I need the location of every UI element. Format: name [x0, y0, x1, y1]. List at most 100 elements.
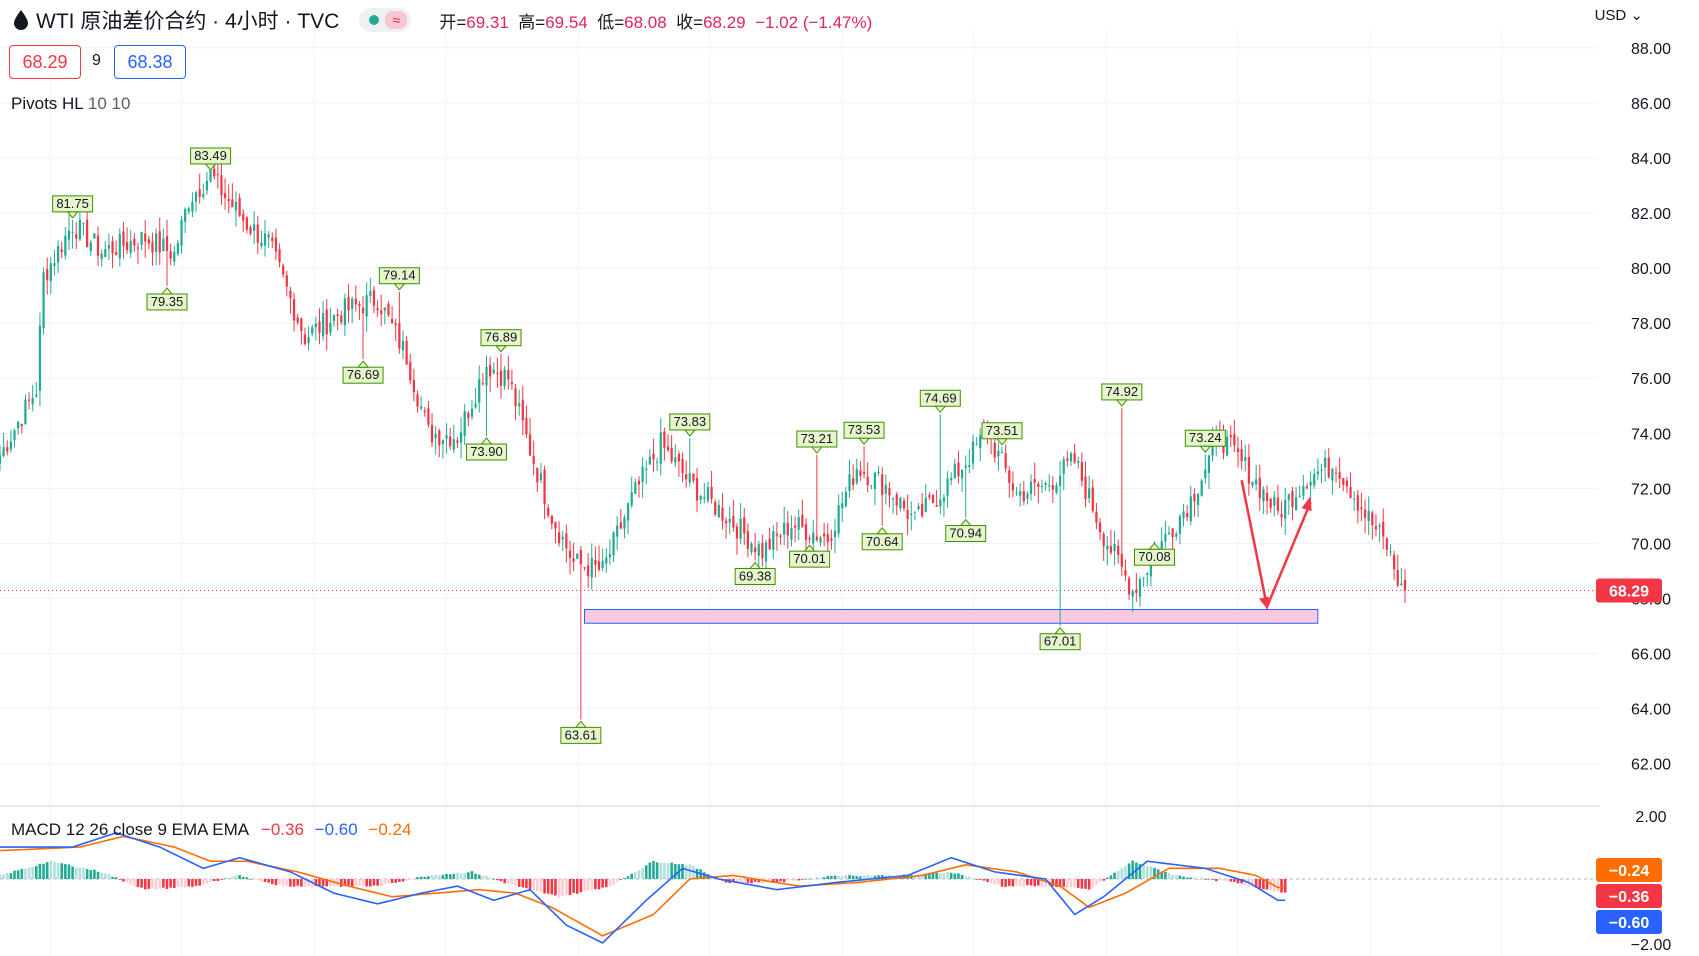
- macd-histogram-bar: [343, 879, 347, 886]
- macd-histogram-bar: [408, 879, 412, 880]
- candle-body: [797, 517, 800, 530]
- candle-body: [1193, 494, 1196, 502]
- macd-histogram-bar: [1011, 879, 1015, 887]
- macd-histogram-bar: [485, 876, 488, 879]
- candle-body: [481, 383, 484, 385]
- macd-histogram-bar: [474, 873, 477, 879]
- candle-body: [659, 432, 662, 464]
- macd-histogram-bar: [626, 876, 630, 879]
- candle-body: [249, 227, 252, 234]
- candle-body: [790, 527, 793, 540]
- candle-body: [1037, 483, 1040, 487]
- candle-body: [921, 503, 924, 517]
- grid: [0, 30, 1699, 956]
- macd-histogram-bar: [252, 879, 256, 880]
- macd-legend[interactable]: MACD 12 26 close 9 EMA EMA −0.36 −0.60 −…: [11, 820, 412, 839]
- macd-histogram-bar: [13, 870, 16, 879]
- candle-body: [71, 232, 74, 234]
- candle-body: [1182, 511, 1185, 519]
- sell-button[interactable]: 68.29: [9, 45, 81, 79]
- candle-body: [554, 522, 557, 529]
- macd-histogram-bar: [263, 879, 267, 882]
- candle-body: [735, 526, 739, 539]
- candle-body: [423, 410, 426, 413]
- macd-histogram-bar: [859, 876, 862, 879]
- candle-body: [1131, 591, 1134, 597]
- candle-body: [1048, 485, 1051, 487]
- candle-body: [478, 379, 481, 403]
- macd-histogram-bar: [191, 879, 194, 887]
- macd-histogram-bar: [641, 867, 644, 879]
- candle-body: [822, 533, 826, 537]
- macd-histogram-bar: [949, 872, 953, 879]
- candle-body: [772, 531, 775, 550]
- pivot-label-pointer: [683, 429, 696, 437]
- candle-body: [209, 169, 212, 181]
- macd-histogram-bar: [1069, 879, 1073, 888]
- macd-histogram-bar: [300, 879, 303, 887]
- macd-histogram-bar: [118, 879, 122, 880]
- candle-body: [703, 496, 706, 499]
- candle-body: [198, 189, 201, 197]
- candle-body: [223, 193, 227, 198]
- candle-body: [692, 473, 695, 481]
- macd-histogram-bar: [579, 879, 583, 893]
- candle-body: [140, 232, 143, 245]
- macd-histogram-bar: [136, 879, 140, 888]
- candle-body: [590, 557, 593, 578]
- macd-histogram-bar: [1004, 879, 1007, 887]
- macd-histogram-bar: [1109, 875, 1113, 879]
- macd-histogram-bar: [960, 874, 964, 879]
- candle-body: [946, 478, 949, 496]
- last-price-badge-text: 68.29: [1609, 583, 1649, 600]
- macd-histogram-bar: [100, 872, 103, 879]
- candle-body: [950, 477, 953, 481]
- forecast-arrow-layer: [1240, 479, 1312, 612]
- macd-histogram-bar: [169, 879, 172, 888]
- candle-body: [409, 362, 412, 381]
- buy-button[interactable]: 68.38: [114, 45, 186, 79]
- price-axis-tick: 66.00: [1631, 647, 1671, 664]
- macd-histogram-bar: [423, 876, 427, 879]
- macd-histogram-bar: [314, 879, 318, 886]
- candle-body: [401, 340, 405, 351]
- macd-histogram-bar: [499, 879, 503, 882]
- macd-histogram-bar: [750, 879, 753, 884]
- candle-body: [0, 455, 2, 464]
- symbol-title[interactable]: WTI 原油差价合约 · 4小时 · TVC: [36, 10, 340, 33]
- candle-body: [488, 364, 492, 377]
- candle-body: [1142, 577, 1145, 579]
- candle-body: [278, 249, 281, 263]
- pivot-label-text: 83.49: [194, 148, 227, 163]
- candle-body: [637, 480, 641, 485]
- macd-histogram-bar: [234, 875, 238, 879]
- candle-body: [525, 418, 528, 435]
- candle-body: [1324, 457, 1327, 468]
- macd-histogram-bar: [851, 875, 855, 879]
- candle-body: [184, 209, 187, 222]
- macd-histogram-bar: [198, 879, 201, 886]
- candle-body: [1073, 453, 1076, 463]
- candle-body: [547, 507, 550, 516]
- candle-body: [699, 495, 702, 500]
- macd-histogram-bar: [844, 874, 848, 879]
- macd-histogram-bar: [456, 872, 459, 879]
- candle-body: [263, 233, 267, 246]
- macd-histogram-bar: [928, 872, 931, 879]
- candle-body: [579, 550, 583, 565]
- candle-body: [314, 323, 317, 328]
- candle-body: [1265, 492, 1269, 501]
- pivots-legend[interactable]: Pivots HL 10 10: [11, 94, 131, 113]
- candle-body: [935, 505, 938, 507]
- candle-body: [1374, 526, 1378, 530]
- pivot-label-text: 70.94: [949, 526, 982, 541]
- candle-body: [1146, 573, 1149, 575]
- macd-pane: [0, 832, 1598, 944]
- last-price-badge: [1596, 578, 1662, 603]
- candle-body: [1233, 434, 1236, 446]
- market-status[interactable]: ≈: [359, 8, 412, 32]
- candle-body: [910, 513, 913, 516]
- currency-selector[interactable]: USD ⌄: [1594, 7, 1643, 24]
- candle-body: [13, 430, 16, 440]
